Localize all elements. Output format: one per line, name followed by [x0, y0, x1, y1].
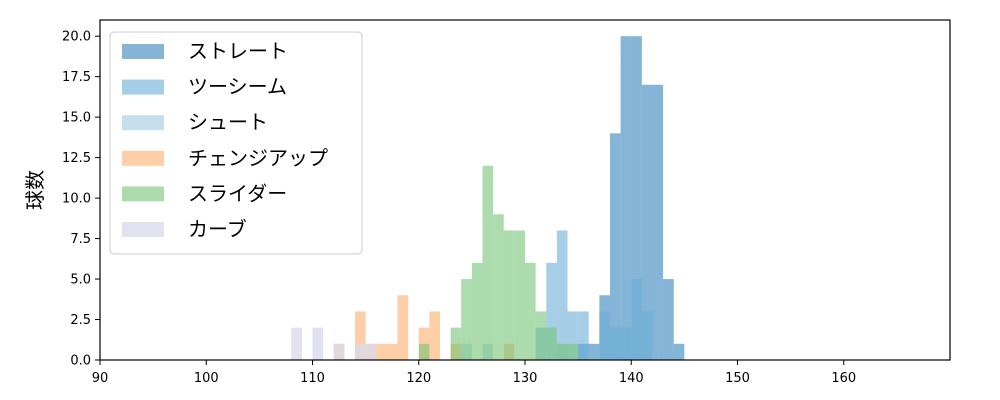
x-tick-label-7: 160	[831, 371, 856, 386]
bar-4-2	[461, 279, 472, 360]
bar-1-6	[610, 327, 621, 360]
bar-4-4	[482, 165, 494, 360]
bar-1-7	[620, 327, 632, 360]
y-tick-label-4: 10.0	[62, 192, 91, 207]
x-tick-label-2: 110	[300, 371, 325, 386]
legend-label-3: チェンジアップ	[188, 146, 328, 170]
bar-0-6	[641, 84, 653, 360]
x-axis: 90 100 110 120 130 140 150 160	[92, 360, 856, 386]
bar-4-7	[514, 230, 525, 360]
bar-0-8	[663, 279, 674, 360]
x-tick-label-1: 100	[194, 371, 219, 386]
y-tick-label-5: 12.5	[62, 151, 91, 166]
bar-4-5	[493, 214, 504, 360]
bar-5-1	[312, 327, 324, 360]
bar-4-3	[471, 262, 483, 360]
legend-swatch-0	[122, 44, 164, 59]
x-tick-label-3: 120	[406, 371, 431, 386]
bars-layer	[291, 36, 685, 360]
bar-5-0	[291, 327, 302, 360]
bar-1-4	[578, 311, 589, 360]
y-tick-label-0: 0.0	[70, 354, 91, 369]
bar-1-3	[567, 311, 579, 360]
bar-4-10	[546, 327, 557, 360]
bar-5-3	[355, 343, 366, 360]
y-tick-label-3: 7.5	[70, 232, 91, 247]
bar-0-7	[652, 84, 664, 360]
bar-4-6	[503, 230, 515, 360]
bar-3-4	[386, 343, 398, 360]
y-tick-label-7: 17.5	[62, 70, 91, 85]
bar-0-1	[588, 343, 600, 360]
legend-label-4: スライダー	[188, 181, 287, 205]
legend-swatch-3	[122, 150, 164, 166]
legend-label-0: ストレート	[188, 39, 288, 63]
y-tick-label-6: 15.0	[62, 111, 91, 126]
legend-box	[109, 31, 363, 255]
bar-1-5	[599, 311, 610, 360]
bar-3-5	[397, 295, 409, 360]
bar-4-0	[418, 343, 430, 360]
legend-label-5: カーブ	[188, 217, 247, 241]
bar-0-5	[631, 36, 642, 360]
x-tick-label-0: 90	[92, 371, 109, 386]
bar-3-3	[376, 343, 387, 360]
legend-swatch-1	[122, 79, 164, 95]
x-tick-label-4: 130	[513, 371, 538, 386]
legend-swatch-4	[122, 186, 164, 202]
x-tick-label-6: 150	[725, 371, 750, 386]
legend-swatch-2	[122, 115, 164, 131]
legend-label-1: ツーシーム	[188, 75, 287, 99]
bar-4-11	[556, 343, 568, 360]
legend-swatch-5	[122, 222, 164, 237]
bar-0-4	[620, 36, 632, 360]
bar-1-2	[556, 230, 568, 360]
legend-label-2: シュート	[188, 110, 268, 134]
bar-5-4	[365, 343, 377, 360]
bar-3-1	[355, 311, 366, 360]
bar-1-1	[546, 262, 557, 360]
y-tick-label-8: 20.0	[62, 30, 91, 45]
bar-0-9	[673, 343, 685, 360]
bar-3-7	[429, 311, 440, 360]
y-axis-label: 球数	[23, 170, 47, 210]
bar-0-3	[610, 133, 621, 360]
bar-1-9	[641, 311, 653, 360]
y-axis: 0.0 2.5 5.0 7.5 10.0 12.5 15.0 17.5 20.0	[62, 30, 100, 369]
bar-4-1	[450, 327, 462, 360]
bar-4-8	[525, 262, 536, 360]
bar-5-2	[333, 343, 345, 360]
bar-4-9	[535, 311, 547, 360]
y-tick-label-2: 5.0	[70, 273, 91, 288]
bar-4-12	[567, 343, 579, 360]
y-tick-label-1: 2.5	[70, 313, 91, 328]
bar-1-8	[631, 279, 642, 360]
x-tick-label-5: 140	[619, 371, 644, 386]
